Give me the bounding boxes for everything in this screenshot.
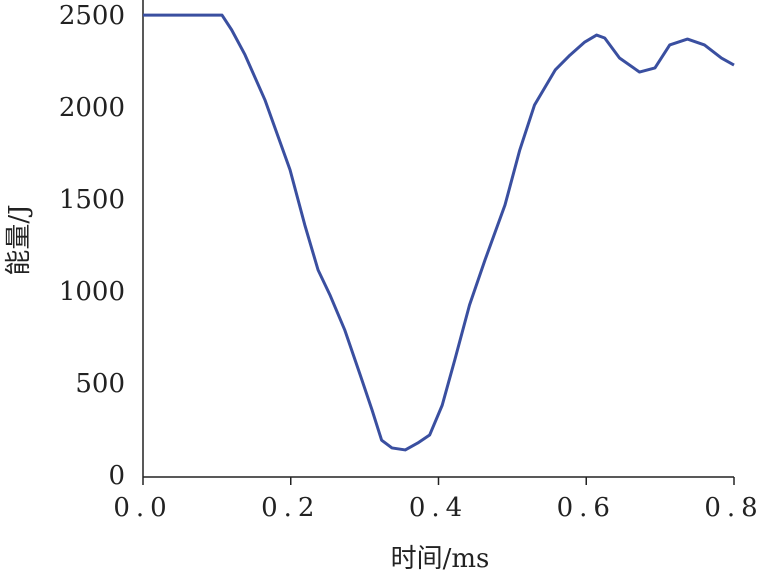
y-tick-label: 2000 bbox=[59, 93, 125, 123]
y-tick-label: 500 bbox=[75, 369, 125, 399]
y-tick-label: 1500 bbox=[59, 185, 125, 215]
y-tick-label: 0 bbox=[108, 461, 125, 491]
data-line bbox=[143, 13, 735, 452]
x-tick-label: 0.6 bbox=[557, 493, 616, 523]
y-tick-label: 2500 bbox=[59, 1, 125, 31]
x-tick-label: 0.0 bbox=[113, 493, 172, 523]
x-axis-label: 时间/ms bbox=[391, 544, 490, 574]
y-tick-label: 1000 bbox=[59, 277, 125, 307]
y-axis-label: 能量/J bbox=[4, 204, 34, 275]
x-tick-label: 0.8 bbox=[704, 493, 759, 523]
x-tick-label: 0.4 bbox=[409, 493, 468, 523]
x-tick-label: 0.2 bbox=[261, 493, 320, 523]
